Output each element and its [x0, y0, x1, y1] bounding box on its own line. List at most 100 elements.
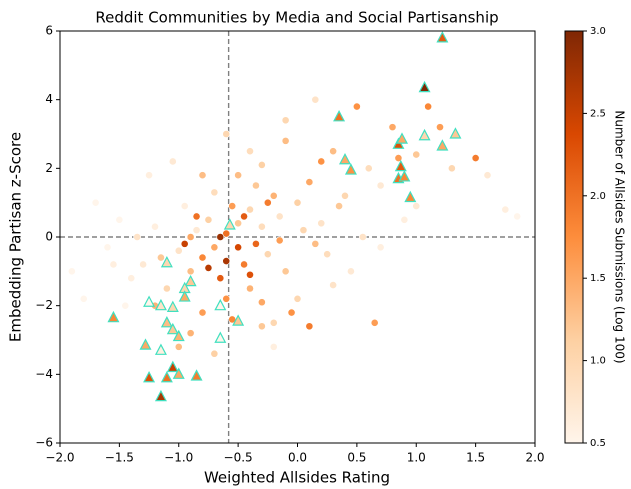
colorbar-tick-label: 0.5 — [590, 438, 606, 449]
scatter-point — [103, 243, 112, 252]
triangle-point — [172, 329, 185, 342]
triangle-point — [418, 80, 431, 93]
scatter-point — [263, 198, 272, 207]
scatter-point — [234, 243, 243, 252]
scatter-point — [275, 236, 284, 245]
scatter-point — [293, 294, 302, 303]
scatter-point — [133, 233, 142, 241]
scatter-point — [329, 147, 338, 156]
scatter-point — [252, 181, 260, 190]
scatter-point — [305, 322, 314, 331]
scatter-point — [436, 123, 444, 132]
triangle-point — [166, 322, 179, 335]
scatter-point — [234, 171, 243, 180]
scatter-point — [246, 205, 254, 214]
scatter-point — [281, 136, 290, 145]
scatter-point — [317, 157, 326, 166]
x-tick-label: 2.0 — [525, 451, 544, 465]
scatter-point — [210, 349, 219, 358]
colorbar-tick-label: 3.0 — [590, 26, 606, 37]
triangle-point — [333, 110, 346, 122]
triangle-point — [398, 170, 411, 182]
scatter-point — [174, 246, 183, 255]
scatter-point — [204, 215, 213, 224]
scatter-point — [79, 294, 88, 303]
x-tick-label: 1.0 — [407, 451, 426, 465]
x-axis-label: Weighted Allsides Rating — [204, 469, 390, 487]
scatter-point — [364, 164, 373, 173]
x-tick-label: −1.0 — [164, 451, 193, 465]
triangle-point — [160, 370, 173, 383]
triangle-point — [184, 274, 197, 287]
triangle-point — [154, 298, 167, 311]
triangle-point — [107, 310, 120, 323]
scatter-point — [222, 130, 231, 138]
scatter-point — [347, 267, 355, 276]
scatter-point — [240, 212, 248, 221]
scatter-point — [299, 226, 308, 235]
scatter-point — [257, 160, 266, 169]
scatter-point — [228, 202, 237, 210]
y-tick-label: 2 — [45, 161, 53, 175]
triangle-point — [166, 300, 179, 312]
scatter-point — [311, 239, 320, 248]
y-tick-label: −4 — [35, 367, 53, 381]
triangle-point — [436, 139, 449, 151]
scatter-point — [275, 212, 284, 221]
scatter-point — [281, 116, 290, 125]
scatter-point — [127, 274, 136, 283]
scatter-point — [257, 322, 266, 331]
triangle-point — [139, 338, 152, 350]
triangle-point — [214, 298, 227, 311]
scatter-point — [358, 233, 367, 241]
triangle-point — [154, 389, 167, 402]
scatter-point — [263, 250, 272, 259]
triangle-point — [160, 255, 173, 268]
scatter-point — [341, 191, 349, 200]
scatter-point — [388, 123, 397, 132]
chart-title: Reddit Communities by Media and Social P… — [95, 9, 498, 27]
y-tick-label: −2 — [35, 298, 53, 312]
scatter-point — [222, 294, 231, 303]
scatter-point — [115, 215, 124, 224]
scatter-point — [186, 267, 195, 276]
scatter-point — [246, 147, 254, 156]
scatter-point — [91, 198, 100, 207]
scatter-point — [352, 102, 361, 111]
scatter-point — [192, 212, 201, 221]
scatter-point — [186, 233, 195, 241]
triangle-point — [449, 127, 462, 139]
scatter-point — [323, 250, 332, 259]
scatter-point — [109, 260, 118, 269]
triangle-point — [154, 343, 167, 355]
colorbar — [564, 30, 584, 444]
scatter-point — [252, 239, 260, 248]
x-tick-label: −2.0 — [45, 451, 74, 465]
triangle-point — [394, 159, 407, 172]
y-tick-label: 4 — [45, 92, 53, 106]
triangle-point — [190, 369, 203, 381]
triangle-point — [404, 190, 417, 203]
scatter-point — [157, 253, 165, 262]
scatter-point — [216, 233, 225, 241]
y-tick-label: 6 — [45, 24, 53, 38]
triangle-point — [214, 331, 227, 343]
x-tick-label: 0.0 — [288, 451, 307, 465]
scatter-point — [180, 239, 189, 248]
y-tick-label: −6 — [35, 436, 53, 450]
scatter-point — [121, 301, 130, 310]
scatter-point — [317, 219, 326, 228]
scatter-point — [204, 263, 213, 272]
triangle-point — [143, 370, 156, 383]
scatter-point — [222, 229, 231, 238]
scatter-point — [305, 178, 314, 186]
scatter-point — [447, 164, 456, 173]
colorbar-tick-label: 2.5 — [590, 108, 606, 119]
scatter-point — [293, 198, 302, 207]
scatter-point — [216, 274, 225, 283]
scatter-point — [198, 171, 207, 180]
scatter-point — [222, 257, 231, 265]
x-tick-label: −1.5 — [105, 451, 134, 465]
scatter-point — [376, 243, 385, 252]
